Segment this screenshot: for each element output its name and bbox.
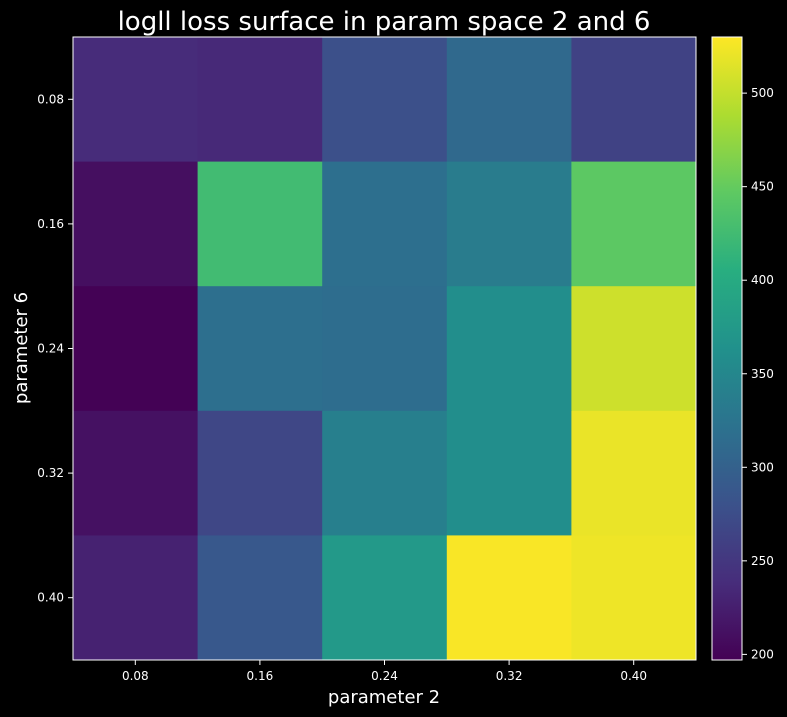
colorbar (711, 36, 743, 661)
x-tick-label: 0.40 (620, 669, 647, 683)
heatmap-cell (73, 37, 199, 163)
heatmap-cell (446, 161, 572, 287)
heatmap-cell (197, 410, 323, 536)
heatmap-cell (73, 161, 199, 287)
colorbar-tick-label: 400 (751, 273, 774, 287)
x-tick-label: 0.24 (371, 669, 398, 683)
heatmap-cell (571, 535, 697, 661)
heatmap-cell (322, 535, 448, 661)
y-tick-label: 0.08 (37, 92, 64, 106)
colorbar-tick-label: 350 (751, 367, 774, 381)
x-axis-title: parameter 2 (328, 687, 440, 708)
x-axis-ticks: 0.08 0.16 0.24 0.32 0.40 (122, 660, 647, 683)
x-tick-label: 0.16 (247, 669, 274, 683)
y-tick-label: 0.24 (37, 342, 64, 356)
colorbar-tick-label: 500 (751, 86, 774, 100)
heatmap-cells (73, 37, 697, 661)
colorbar-tick-label: 250 (751, 554, 774, 568)
y-axis-title: parameter 6 (11, 292, 32, 404)
heatmap-cell (571, 410, 697, 536)
heatmap-cell (446, 37, 572, 163)
heatmap-cell (322, 410, 448, 536)
heatmap-cell (446, 535, 572, 661)
heatmap-cell (571, 286, 697, 412)
heatmap-cell (322, 37, 448, 163)
colorbar-ticks: 200 250 300 350 400 450 500 (742, 86, 774, 661)
heatmap-cell (197, 286, 323, 412)
colorbar-tick-label: 200 (751, 647, 774, 661)
chart-title: logll loss surface in param space 2 and … (118, 7, 651, 37)
colorbar-tick-label: 450 (751, 180, 774, 194)
heatmap-cell (322, 286, 448, 412)
x-tick-label: 0.08 (122, 669, 149, 683)
heatmap-cell (571, 37, 697, 163)
heatmap-cell (322, 161, 448, 287)
y-tick-label: 0.16 (37, 217, 64, 231)
heatmap-cell (571, 161, 697, 287)
heatmap-cell (197, 161, 323, 287)
heatmap-cell (197, 535, 323, 661)
heatmap-cell (446, 410, 572, 536)
heatmap-cell (73, 535, 199, 661)
heatmap-cell (73, 286, 199, 412)
heatmap-cell (446, 286, 572, 412)
heatmap-cell (197, 37, 323, 163)
y-tick-label: 0.32 (37, 466, 64, 480)
colorbar-tick-label: 300 (751, 460, 774, 474)
y-axis-ticks: 0.08 0.16 0.24 0.32 0.40 (37, 92, 73, 605)
heatmap-cell (73, 410, 199, 536)
x-tick-label: 0.32 (496, 669, 523, 683)
y-tick-label: 0.40 (37, 591, 64, 605)
